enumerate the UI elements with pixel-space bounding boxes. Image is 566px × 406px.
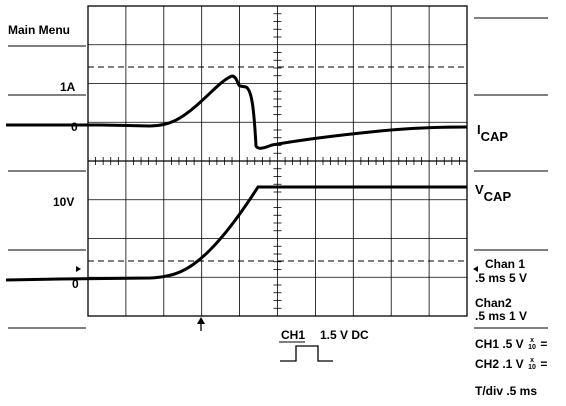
left-triangle-icon bbox=[473, 266, 478, 272]
icap-trace bbox=[6, 74, 468, 150]
vcap-trace bbox=[5, 185, 467, 282]
ch1-probe-10: 10 bbox=[528, 344, 536, 351]
center-axis-ticks bbox=[95, 13, 460, 309]
ch1-probe-x: x bbox=[530, 337, 534, 344]
right-triangle-icon bbox=[76, 266, 81, 272]
vcap-label: VCAP bbox=[475, 182, 511, 204]
chan2-setting[interactable]: .5 ms 1 V bbox=[475, 309, 528, 323]
chan2-title[interactable]: Chan2 bbox=[475, 296, 512, 310]
ch1-probe-eq: = bbox=[540, 337, 548, 351]
right-softkey-separators bbox=[474, 17, 548, 329]
ch2-probe-value: CH2 .1 V bbox=[475, 357, 524, 371]
main-menu-button[interactable]: Main Menu bbox=[8, 23, 70, 37]
trigger-channel: CH1 bbox=[281, 328, 306, 342]
scale-label-10v: 10V bbox=[53, 195, 75, 209]
left-softkey-separators bbox=[8, 45, 86, 329]
ch1-probe-value: CH1 .5 V bbox=[475, 337, 524, 351]
scale-label-0-bottom: 0 bbox=[72, 277, 79, 291]
time-per-division: T/div .5 ms bbox=[475, 384, 538, 398]
ch1-probe-setting: CH1 .5 V x 10 = bbox=[475, 337, 547, 351]
ch2-probe-setting: CH2 .1 V x 10 = bbox=[475, 357, 547, 371]
vcap-subscript: CAP bbox=[483, 189, 512, 204]
up-arrow-icon bbox=[197, 317, 205, 331]
icap-main: I bbox=[477, 122, 481, 137]
scale-label-1a: 1A bbox=[60, 80, 76, 94]
chan1-setting[interactable]: .5 ms 5 V bbox=[475, 271, 528, 285]
ch2-probe-x: x bbox=[530, 357, 534, 364]
icap-subscript: CAP bbox=[480, 129, 509, 144]
ch2-probe-10: 10 bbox=[528, 364, 536, 371]
ch2-probe-ratio: x 10 bbox=[527, 357, 537, 371]
ch2-probe-eq: = bbox=[540, 357, 548, 371]
ch1-probe-ratio: x 10 bbox=[527, 337, 537, 351]
vcap-main: V bbox=[475, 182, 484, 197]
icap-label: ICAP bbox=[477, 122, 508, 144]
chan1-title[interactable]: Chan 1 bbox=[485, 257, 526, 271]
scale-label-0-top: 0 bbox=[71, 120, 78, 134]
rising-pulse-icon bbox=[280, 345, 333, 362]
trigger-level: 1.5 V DC bbox=[320, 328, 369, 342]
